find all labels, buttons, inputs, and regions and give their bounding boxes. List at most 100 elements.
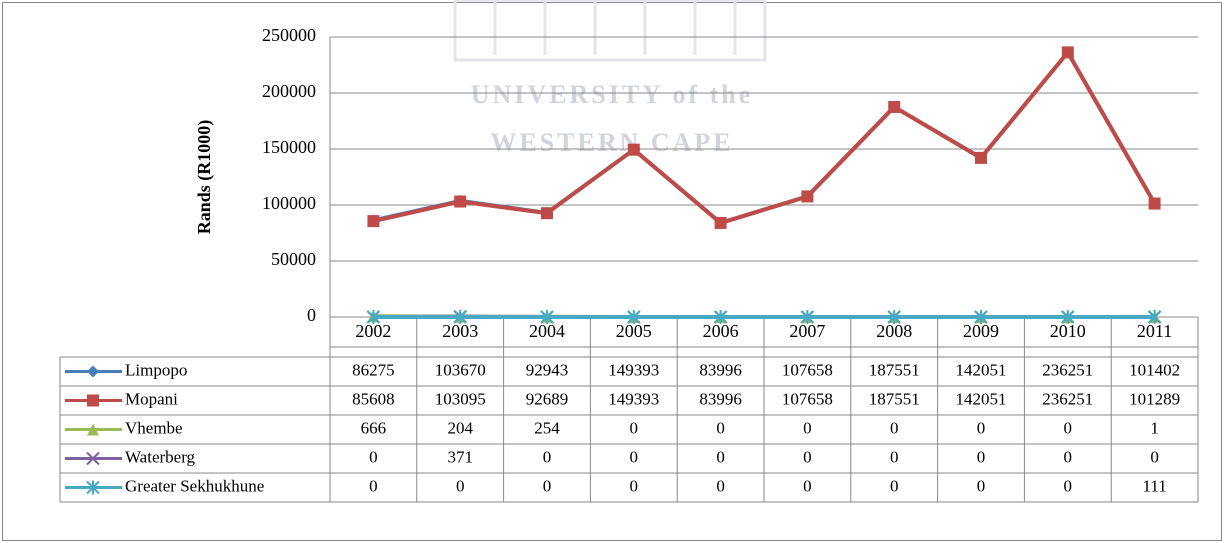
marker bbox=[541, 207, 553, 220]
table-cell: 187551 bbox=[869, 360, 920, 379]
marker bbox=[366, 310, 381, 324]
y-axis-label: Rands (R1000) bbox=[194, 120, 215, 235]
table-cell: 149393 bbox=[608, 389, 659, 408]
table-cell: 0 bbox=[630, 476, 639, 495]
y-tick-label: 100000 bbox=[262, 193, 316, 213]
marker bbox=[888, 100, 901, 113]
table-cell: 142051 bbox=[956, 360, 1007, 379]
watermark: UNIVERSITY of the bbox=[471, 80, 754, 109]
table-cell: 0 bbox=[803, 418, 812, 437]
table-cell: 83996 bbox=[699, 389, 742, 408]
x-tick-label: 2002 bbox=[355, 321, 391, 341]
marker bbox=[540, 310, 554, 324]
marker bbox=[1147, 309, 1162, 324]
table-cell: 142051 bbox=[956, 389, 1007, 408]
table-cell: 666 bbox=[361, 418, 387, 437]
table-cell: 149393 bbox=[608, 360, 659, 379]
series-line bbox=[372, 50, 1157, 225]
marker bbox=[800, 310, 815, 324]
marker bbox=[887, 310, 901, 324]
table-cell: 0 bbox=[716, 418, 725, 437]
legend-label: Vhembe bbox=[125, 418, 183, 437]
table-cell: 0 bbox=[543, 476, 552, 495]
table-cell: 0 bbox=[803, 447, 812, 466]
table-cell: 0 bbox=[716, 447, 725, 466]
marker bbox=[627, 143, 640, 156]
y-tick-label: 250000 bbox=[262, 25, 316, 45]
table-cell: 0 bbox=[716, 476, 725, 495]
marker bbox=[975, 151, 987, 164]
x-tick-label: 2011 bbox=[1137, 321, 1172, 341]
table-cell: 0 bbox=[630, 418, 639, 437]
y-tick-label: 150000 bbox=[262, 137, 316, 157]
watermark: WESTERN CAPE bbox=[490, 128, 733, 157]
watermark-logo bbox=[453, 0, 767, 62]
marker bbox=[87, 394, 99, 407]
marker bbox=[1061, 46, 1074, 59]
table-cell: 236251 bbox=[1042, 389, 1093, 408]
marker bbox=[86, 480, 100, 495]
x-tick-label: 2007 bbox=[789, 321, 825, 341]
marker bbox=[367, 215, 380, 228]
table-cell: 0 bbox=[977, 418, 986, 437]
x-tick-label: 2006 bbox=[703, 321, 739, 341]
table-cell: 0 bbox=[977, 476, 986, 495]
table-cell: 187551 bbox=[869, 389, 920, 408]
marker bbox=[801, 190, 814, 203]
table-cell: 0 bbox=[1150, 447, 1159, 466]
table-cell: 1 bbox=[1150, 418, 1159, 437]
table-cell: 92943 bbox=[526, 360, 569, 379]
table-cell: 254 bbox=[534, 418, 560, 437]
marker bbox=[1148, 197, 1161, 210]
x-tick-label: 2008 bbox=[876, 321, 912, 341]
table-cell: 0 bbox=[1064, 447, 1073, 466]
table-cell: 107658 bbox=[782, 389, 833, 408]
table-cell: 0 bbox=[369, 447, 378, 466]
table-cell: 86275 bbox=[352, 360, 395, 379]
y-tick-label: 200000 bbox=[262, 81, 316, 101]
table-cell: 204 bbox=[447, 418, 473, 437]
table-cell: 0 bbox=[369, 476, 378, 495]
table-cell: 0 bbox=[1064, 476, 1073, 495]
table-cell: 0 bbox=[890, 476, 899, 495]
marker bbox=[87, 365, 99, 378]
marker bbox=[1061, 310, 1075, 324]
table-cell: 103670 bbox=[435, 360, 486, 379]
legend-label: Greater Sekhukhune bbox=[125, 476, 264, 495]
marker bbox=[86, 451, 100, 466]
y-tick-label: 50000 bbox=[271, 249, 316, 269]
table-cell: 371 bbox=[447, 447, 473, 466]
legend-label: Waterberg bbox=[125, 447, 196, 466]
legend-label: Mopani bbox=[125, 389, 178, 408]
marker bbox=[454, 195, 467, 208]
table-cell: 101402 bbox=[1129, 360, 1180, 379]
table-cell: 0 bbox=[803, 476, 812, 495]
x-tick-label: 2010 bbox=[1050, 321, 1086, 341]
y-tick-label: 0 bbox=[307, 305, 316, 325]
table-cell: 0 bbox=[977, 447, 986, 466]
table-cell: 0 bbox=[456, 476, 465, 495]
table-cell: 0 bbox=[890, 418, 899, 437]
table-cell: 101289 bbox=[1129, 389, 1180, 408]
x-tick-label: 2003 bbox=[442, 321, 478, 341]
x-tick-label: 2005 bbox=[616, 321, 652, 341]
table-cell: 107658 bbox=[782, 360, 833, 379]
table-cell: 0 bbox=[543, 447, 552, 466]
table-cell: 0 bbox=[630, 447, 639, 466]
table-cell: 111 bbox=[1142, 476, 1166, 495]
x-tick-label: 2004 bbox=[529, 321, 565, 341]
table-cell: 236251 bbox=[1042, 360, 1093, 379]
table-cell: 103095 bbox=[435, 389, 486, 408]
marker bbox=[453, 310, 467, 324]
table-cell: 0 bbox=[1064, 418, 1073, 437]
marker bbox=[714, 216, 727, 229]
marker bbox=[713, 310, 728, 324]
x-tick-label: 2009 bbox=[963, 321, 999, 341]
table-cell: 83996 bbox=[699, 360, 742, 379]
marker bbox=[974, 310, 988, 324]
marker bbox=[627, 310, 641, 324]
table-cell: 92689 bbox=[526, 389, 569, 408]
marker bbox=[87, 423, 99, 436]
